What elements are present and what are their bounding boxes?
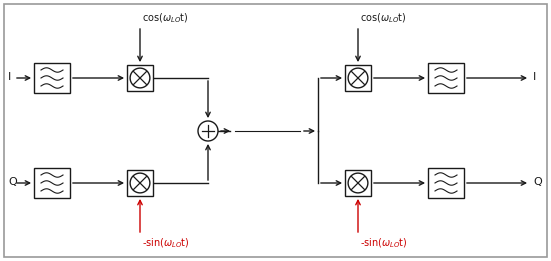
Text: Q: Q xyxy=(8,177,17,187)
Circle shape xyxy=(130,68,150,88)
Bar xyxy=(127,170,153,196)
Bar xyxy=(428,168,464,198)
Circle shape xyxy=(130,173,150,193)
Bar xyxy=(345,170,371,196)
Text: Q: Q xyxy=(533,177,542,187)
Circle shape xyxy=(348,68,368,88)
Text: I: I xyxy=(533,72,536,82)
Bar xyxy=(428,63,464,93)
Text: -sin($\omega_{LO}$t): -sin($\omega_{LO}$t) xyxy=(142,236,190,250)
Bar xyxy=(127,65,153,91)
Text: cos($\omega_{LO}$t): cos($\omega_{LO}$t) xyxy=(142,11,188,25)
Circle shape xyxy=(198,121,218,141)
Circle shape xyxy=(348,173,368,193)
Text: -sin($\omega_{LO}$t): -sin($\omega_{LO}$t) xyxy=(360,236,408,250)
Bar xyxy=(34,168,70,198)
Text: cos($\omega_{LO}$t): cos($\omega_{LO}$t) xyxy=(360,11,407,25)
Bar xyxy=(345,65,371,91)
Bar xyxy=(34,63,70,93)
Text: I: I xyxy=(8,72,11,82)
